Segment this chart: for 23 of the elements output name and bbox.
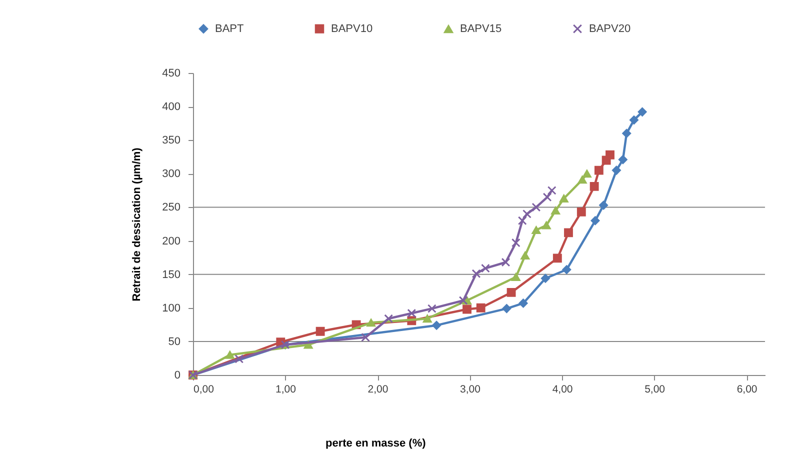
x-tick-label: 0,00 — [194, 384, 214, 396]
y-tick-label: 100 — [162, 302, 180, 314]
y-tick-label: 400 — [162, 101, 180, 114]
legend-label: BAPV15 — [460, 23, 502, 36]
y-tick-label: 200 — [162, 235, 180, 248]
x-tick-label: 5,00 — [644, 384, 666, 396]
y-tick-label: 250 — [162, 202, 180, 214]
legend-label: BAPV10 — [331, 22, 373, 35]
y-tick-label: 300 — [162, 168, 180, 180]
y-tick-label: 0 — [174, 370, 180, 382]
legend-label: BAPT — [215, 22, 244, 35]
y-tick-label: 450 — [162, 68, 180, 80]
y-tick-label: 350 — [162, 134, 180, 147]
x-tick-label: 6,00 — [736, 384, 758, 396]
y-tick-label: 150 — [162, 268, 180, 281]
x-tick-label: 3,00 — [460, 384, 481, 396]
legend-label: BAPV20 — [589, 22, 631, 35]
x-tick-label: 4,00 — [552, 384, 573, 396]
y-axis-title: Retrait de dessication (µm/m) — [131, 147, 144, 302]
y-tick-label: 50 — [168, 336, 180, 348]
x-tick-label: 1,00 — [276, 384, 296, 396]
x-tick-label: 2,00 — [368, 384, 388, 396]
x-axis-title: perte en masse (%) — [326, 438, 426, 450]
